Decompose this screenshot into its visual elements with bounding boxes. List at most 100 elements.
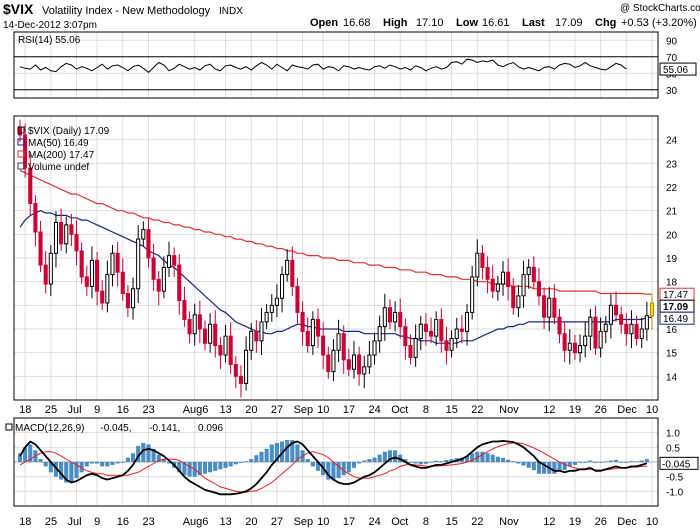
candle-body [233,364,238,377]
macd-histogram-bar [146,444,151,462]
macd-histogram-bar [578,462,583,463]
candle-body [59,222,64,245]
candle-body [321,335,326,356]
macd-x-label: 25 [45,516,57,528]
macd-histogram-bar [634,461,639,463]
candle-body [459,328,464,332]
macd-histogram-bar [521,462,526,466]
macd-histogram-bar [562,462,567,470]
candle-body [377,326,382,342]
macd-histogram-bar [48,462,53,473]
macd-x-label: 18 [19,516,31,528]
macd-histogram-bar [105,462,110,467]
macd-x-label: 27 [271,516,283,528]
candle-body [202,328,208,344]
macd-histogram-bar [310,462,315,467]
candle-body [608,304,613,325]
price-tag-last: 17.09 [663,302,688,313]
price-legend-vix: $VIX (Daily) 17.09 [28,126,110,137]
macd-last-value: -0.045 [662,459,691,470]
macd-histogram-bar [84,462,89,467]
macd-x-label: Dec [617,516,637,528]
candle-body [156,278,161,292]
macd-tick-label: -1.0 [666,487,684,498]
candle-body [423,323,428,332]
macd-histogram-bar [151,448,156,462]
rsi-tick-label: 90 [666,36,678,47]
candle-body [429,330,434,337]
candle-body [521,274,526,297]
candle-body [511,285,516,309]
candle-body [208,323,213,344]
quote-label: Open [310,17,338,29]
macd-x-axis: 18 25 Jul 9 16 23 Aug6 13 20 27 Sep 10 17 24 Oct 8 15 22 N… [19,516,658,528]
macd-histogram-bar [254,455,259,462]
rsi-tick-label: 70 [666,53,678,64]
candle-body [110,252,115,276]
macd-x-label: Sep [294,516,314,528]
macd-x-label: 19 [569,516,581,528]
candle-body [351,354,357,370]
macd-histogram-bar [490,454,495,462]
macd-histogram-bar [95,462,100,464]
candle-body [64,224,69,245]
macd-histogram-bar [228,462,233,467]
candle-body [624,323,629,335]
candle-body [218,345,223,356]
macd-histogram-bar [136,445,141,462]
macd-histogram-bar [59,462,64,480]
candle-body [341,333,346,361]
macd-histogram-bar [408,462,413,463]
macd-histogram-bar [403,459,408,462]
macd-histogram-bar [264,448,269,462]
candle-body [495,283,500,292]
macd-histogram-bar [110,462,115,465]
macd-histogram-bar [89,462,94,464]
macd-histogram-bar [326,462,331,480]
macd-histogram-bar [387,450,393,462]
candle-body [393,311,398,323]
price-tick-label: 18 [666,278,678,289]
candle-body [151,257,156,280]
candle-body [418,323,423,339]
candle-body [172,255,177,266]
candle-body [562,333,567,351]
price-x-label: 19 [569,404,581,416]
macd-histogram-bar [613,459,619,462]
candle-body [295,285,300,313]
candle-body [269,304,274,313]
macd-histogram-bar [444,459,449,462]
candle-body [213,323,218,347]
legend-swatch [17,126,25,134]
candle-body [619,314,624,325]
candle-body [593,316,598,349]
macd-x-label: 26 [595,516,607,528]
macd-histogram-bar [485,453,490,462]
rsi-line [19,58,627,74]
macd-histogram-bar [418,462,423,465]
chart-company-name: Volatility Index - New Methodology [42,5,211,17]
macd-legend-macd: -0.045, [100,423,131,434]
price-tick-label: 19 [666,254,678,265]
quote-label: Chg [595,17,616,29]
macd-histogram-bar [526,462,531,468]
chart-symbol: $VIX [3,1,34,17]
macd-histogram-bar [393,450,398,462]
macd-x-label: 13 [220,516,232,528]
candle-body [69,224,74,235]
macd-histogram-bar [120,462,125,463]
macd-histogram-bar [130,453,136,462]
price-x-label: 26 [595,404,607,416]
candle-body [115,252,120,273]
macd-histogram-bar [464,456,470,462]
price-x-label: Nov [499,404,519,416]
macd-histogram-bar [249,459,254,462]
candle-body [613,304,619,316]
candle-body [79,250,84,278]
stockcharts-credit[interactable]: @ StockCharts.com [620,3,700,14]
macd-histogram-bar [362,460,367,462]
quote-value: 17.09 [555,17,583,29]
macd-x-label: 20 [245,516,257,528]
ma50-line [19,210,652,344]
price-tag-ma50: 16.49 [663,314,688,325]
